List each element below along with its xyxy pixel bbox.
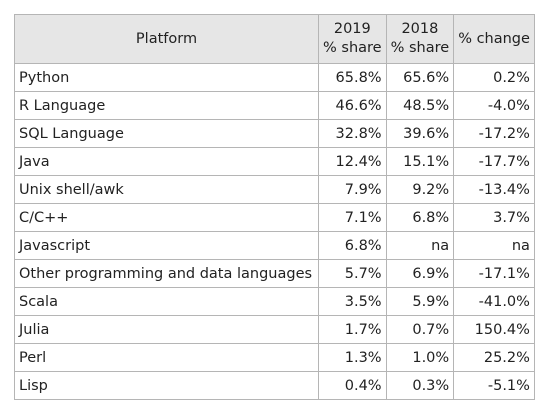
header-text: 2018 — [401, 21, 439, 37]
value-cell: 6.9% — [385, 259, 455, 288]
header-text: 2019 — [333, 21, 371, 37]
table-row: Javascript 6.8% na na — [14, 231, 535, 260]
value-cell: 48.5% — [385, 91, 455, 120]
data-table: Platform 2019 % share 2018 % share % change P… — [14, 14, 535, 400]
platform-cell: R Language — [14, 91, 319, 120]
header-cell: Platform — [14, 14, 319, 64]
platform-cell: Julia — [14, 315, 319, 344]
table-row: Other programming and data languages 5.7%… — [14, 259, 535, 288]
value-cell: 32.8% — [318, 119, 387, 148]
value-cell: 6.8% — [318, 231, 387, 260]
value-cell: 5.7% — [318, 259, 387, 288]
value-cell: 150.4% — [453, 315, 535, 344]
header-text: % change — [458, 30, 530, 47]
value-cell: 65.8% — [318, 63, 387, 92]
value-cell: 7.9% — [318, 175, 387, 204]
value-cell: 25.2% — [453, 343, 535, 372]
value-cell: 0.7% — [385, 315, 455, 344]
platform-cell: Perl — [14, 343, 319, 372]
header-text: Platform — [135, 30, 198, 47]
header-cell: 2018 % share — [385, 14, 455, 64]
value-cell: 15.1% — [385, 147, 455, 176]
value-cell: 1.3% — [318, 343, 387, 372]
platform-cell: Scala — [14, 287, 319, 316]
value-cell: -17.7% — [453, 147, 535, 176]
table-row: R Language 46.6% 48.5% -4.0% — [14, 91, 535, 120]
platform-cell: Unix shell/awk — [14, 175, 319, 204]
platform-cell: Java — [14, 147, 319, 176]
table-row: Lisp 0.4% 0.3% -5.1% — [14, 371, 535, 400]
value-cell: 12.4% — [318, 147, 387, 176]
value-cell: 0.4% — [318, 371, 387, 400]
value-cell: -4.0% — [453, 91, 535, 120]
table-row: Java 12.4% 15.1% -17.7% — [14, 147, 535, 176]
value-cell: 1.7% — [318, 315, 387, 344]
platform-cell: Lisp — [14, 371, 319, 400]
value-cell: 5.9% — [385, 287, 455, 316]
platform-cell: Javascript — [14, 231, 319, 260]
value-cell: 39.6% — [385, 119, 455, 148]
value-cell: 3.7% — [453, 203, 535, 232]
platform-cell: Other programming and data languages — [14, 259, 319, 288]
value-cell: 9.2% — [385, 175, 455, 204]
value-cell: na — [385, 231, 455, 260]
value-cell: 0.2% — [453, 63, 535, 92]
value-cell: 65.6% — [385, 63, 455, 92]
table-row: SQL Language 32.8% 39.6% -17.2% — [14, 119, 535, 148]
value-cell: 46.6% — [318, 91, 387, 120]
value-cell: 3.5% — [318, 287, 387, 316]
header-row: Platform 2019 % share 2018 % share % change — [14, 14, 535, 64]
platform-cell: SQL Language — [14, 119, 319, 148]
value-cell: 6.8% — [385, 203, 455, 232]
header-text: % share — [323, 40, 382, 56]
table-row: Unix shell/awk 7.9% 9.2% -13.4% — [14, 175, 535, 204]
table-row: Python 65.8% 65.6% 0.2% — [14, 63, 535, 92]
value-cell: na — [453, 231, 535, 260]
value-cell: -13.4% — [453, 175, 535, 204]
value-cell: -41.0% — [453, 287, 535, 316]
value-cell: -5.1% — [453, 371, 535, 400]
table-container: Platform 2019 % share 2018 % share % change P… — [14, 14, 535, 400]
value-cell: 0.3% — [385, 371, 455, 400]
value-cell: -17.1% — [453, 259, 535, 288]
platform-cell: C/C++ — [14, 203, 319, 232]
value-cell: 7.1% — [318, 203, 387, 232]
header-cell: 2019 % share — [318, 14, 387, 64]
value-cell: -17.2% — [453, 119, 535, 148]
platform-cell: Python — [14, 63, 319, 92]
table-row: Perl 1.3% 1.0% 25.2% — [14, 343, 535, 372]
value-cell: 1.0% — [385, 343, 455, 372]
table-row: Julia 1.7% 0.7% 150.4% — [14, 315, 535, 344]
table-row: Scala 3.5% 5.9% -41.0% — [14, 287, 535, 316]
header-text: % share — [390, 40, 450, 56]
table-row: C/C++ 7.1% 6.8% 3.7% — [14, 203, 535, 232]
header-cell: % change — [453, 14, 535, 64]
